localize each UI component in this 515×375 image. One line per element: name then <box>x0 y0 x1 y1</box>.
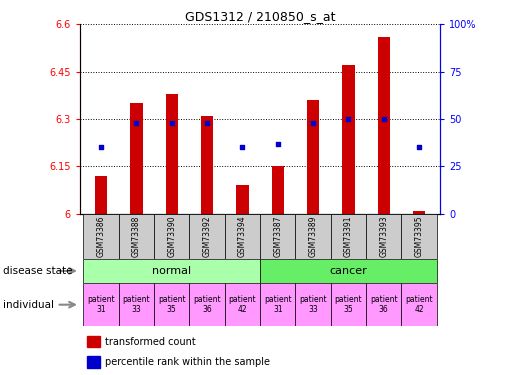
FancyBboxPatch shape <box>83 214 118 259</box>
Text: percentile rank within the sample: percentile rank within the sample <box>105 357 270 367</box>
Text: patient
31: patient 31 <box>87 295 115 314</box>
Text: GSM73389: GSM73389 <box>308 216 318 257</box>
Bar <box>165 94 178 214</box>
FancyBboxPatch shape <box>118 283 154 326</box>
FancyBboxPatch shape <box>260 283 296 326</box>
FancyBboxPatch shape <box>331 283 366 326</box>
Title: GDS1312 / 210850_s_at: GDS1312 / 210850_s_at <box>185 10 335 23</box>
Bar <box>87 336 100 347</box>
Text: GSM73394: GSM73394 <box>238 215 247 257</box>
FancyBboxPatch shape <box>225 283 260 326</box>
Text: patient
36: patient 36 <box>193 295 221 314</box>
Text: GSM73386: GSM73386 <box>96 216 106 257</box>
Bar <box>201 116 213 214</box>
Text: normal: normal <box>152 266 191 276</box>
Text: GSM73393: GSM73393 <box>379 215 388 257</box>
Text: GSM73395: GSM73395 <box>415 215 424 257</box>
Text: patient
31: patient 31 <box>264 295 291 314</box>
FancyBboxPatch shape <box>154 283 190 326</box>
Point <box>203 120 211 126</box>
FancyBboxPatch shape <box>366 283 402 326</box>
Point <box>309 120 317 126</box>
Text: transformed count: transformed count <box>105 336 196 346</box>
Bar <box>413 211 425 214</box>
Point <box>273 141 282 147</box>
Text: GSM73391: GSM73391 <box>344 216 353 257</box>
Text: disease state: disease state <box>3 266 72 276</box>
FancyBboxPatch shape <box>154 214 190 259</box>
FancyBboxPatch shape <box>190 214 225 259</box>
FancyBboxPatch shape <box>296 214 331 259</box>
FancyBboxPatch shape <box>331 214 366 259</box>
FancyBboxPatch shape <box>296 283 331 326</box>
Bar <box>307 100 319 214</box>
Point <box>97 144 105 150</box>
FancyBboxPatch shape <box>83 259 260 283</box>
FancyBboxPatch shape <box>118 214 154 259</box>
Point <box>415 144 423 150</box>
FancyBboxPatch shape <box>402 214 437 259</box>
Text: patient
33: patient 33 <box>299 295 327 314</box>
Text: GSM73392: GSM73392 <box>202 216 212 257</box>
Point <box>167 120 176 126</box>
FancyBboxPatch shape <box>190 283 225 326</box>
FancyBboxPatch shape <box>402 283 437 326</box>
Text: patient
35: patient 35 <box>158 295 185 314</box>
FancyBboxPatch shape <box>260 259 437 283</box>
Text: patient
42: patient 42 <box>405 295 433 314</box>
Point <box>132 120 141 126</box>
Text: patient
35: patient 35 <box>335 295 362 314</box>
Text: patient
36: patient 36 <box>370 295 398 314</box>
Bar <box>236 185 249 214</box>
Text: GSM73390: GSM73390 <box>167 215 176 257</box>
Text: GSM73388: GSM73388 <box>132 216 141 257</box>
FancyBboxPatch shape <box>83 283 118 326</box>
Point <box>380 116 388 122</box>
Bar <box>130 103 143 214</box>
Text: individual: individual <box>3 300 54 310</box>
Text: patient
33: patient 33 <box>123 295 150 314</box>
Point <box>345 116 353 122</box>
FancyBboxPatch shape <box>225 214 260 259</box>
Bar <box>87 356 100 368</box>
FancyBboxPatch shape <box>260 214 296 259</box>
Point <box>238 144 247 150</box>
FancyBboxPatch shape <box>366 214 402 259</box>
Bar <box>377 37 390 214</box>
Bar <box>342 65 355 214</box>
Text: GSM73387: GSM73387 <box>273 216 282 257</box>
Bar <box>95 176 107 214</box>
Text: patient
42: patient 42 <box>229 295 256 314</box>
Text: cancer: cancer <box>330 266 367 276</box>
Bar <box>271 166 284 214</box>
